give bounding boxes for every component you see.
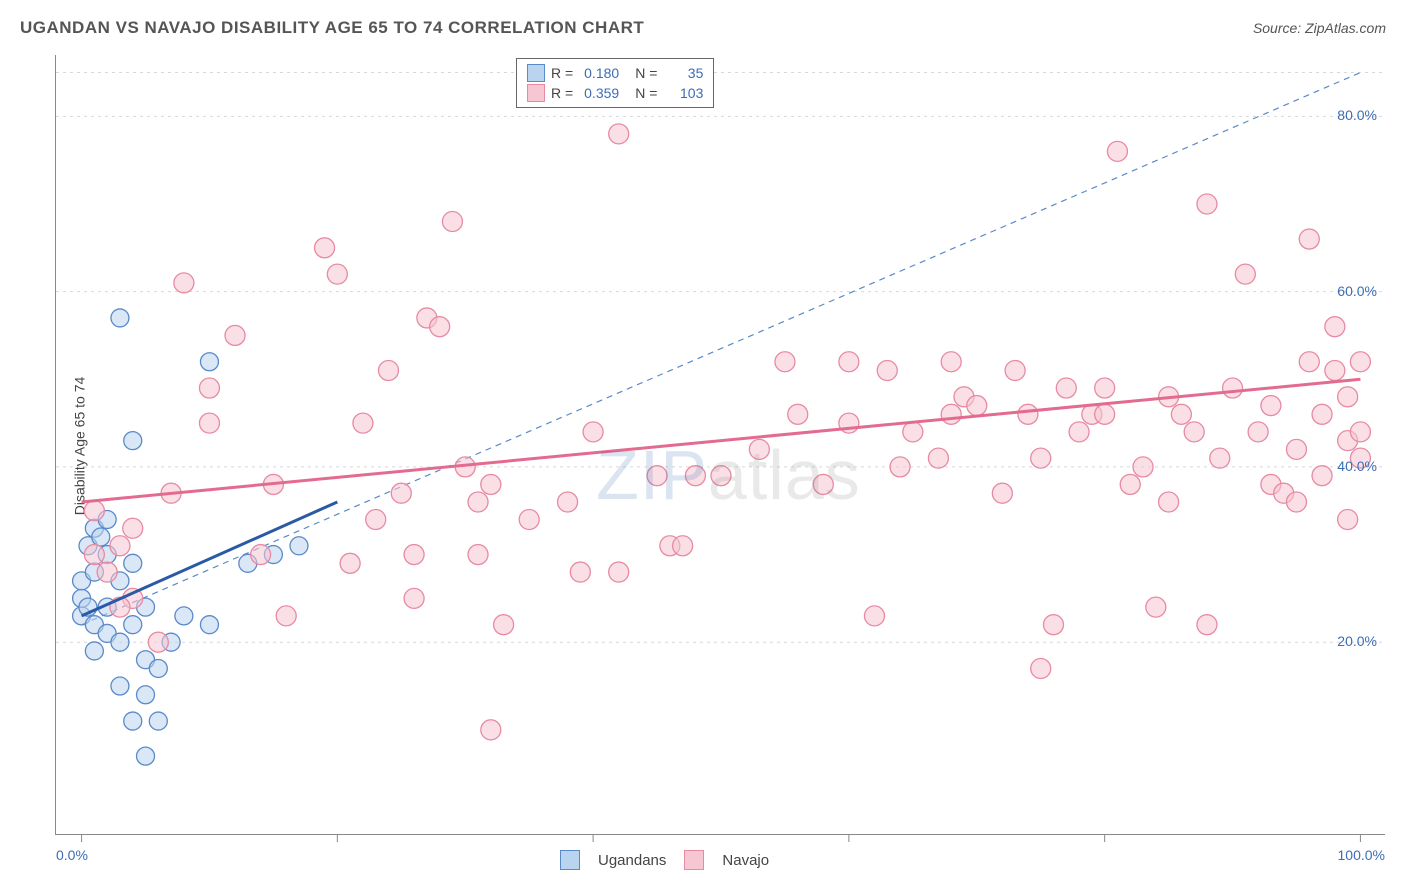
legend-swatch — [560, 850, 580, 870]
series-legend: Ugandans Navajo — [560, 850, 769, 870]
legend-series-label: Ugandans — [598, 852, 666, 869]
plot-area: ZIPatlas R =0.180N =35R =0.359N =103 20.… — [55, 55, 1385, 835]
header: UGANDAN VS NAVAJO DISABILITY AGE 65 TO 7… — [20, 18, 1386, 38]
y-tick-label: 80.0% — [1337, 107, 1377, 123]
legend-series-label: Navajo — [722, 852, 769, 869]
x-tick-label: 0.0% — [56, 847, 88, 863]
legend-swatch — [527, 64, 545, 82]
correlation-legend: R = 0.180 N = 35 R = 0.359 N = 103 — [516, 58, 714, 108]
legend-r-label: R = — [551, 65, 573, 81]
legend-row: R = 0.180 N = 35 — [527, 63, 703, 83]
legend-row: R = 0.359 N = 103 — [527, 83, 703, 103]
legend-r-value: 0.359 — [579, 85, 619, 101]
legend-n-value: 103 — [663, 85, 703, 101]
chart-title: UGANDAN VS NAVAJO DISABILITY AGE 65 TO 7… — [20, 18, 644, 38]
x-tick-label: 100.0% — [1338, 847, 1385, 863]
plot-svg — [56, 55, 1385, 834]
legend-swatch — [527, 84, 545, 102]
y-tick-label: 40.0% — [1337, 458, 1377, 474]
legend-n-label: N = — [635, 85, 657, 101]
y-tick-label: 60.0% — [1337, 283, 1377, 299]
legend-n-value: 35 — [663, 65, 703, 81]
legend-swatch — [684, 850, 704, 870]
source-label: Source: ZipAtlas.com — [1253, 20, 1386, 36]
y-tick-label: 20.0% — [1337, 633, 1377, 649]
chart-container: UGANDAN VS NAVAJO DISABILITY AGE 65 TO 7… — [0, 0, 1406, 892]
legend-r-label: R = — [551, 85, 573, 101]
legend-n-label: N = — [635, 65, 657, 81]
legend-r-value: 0.180 — [579, 65, 619, 81]
